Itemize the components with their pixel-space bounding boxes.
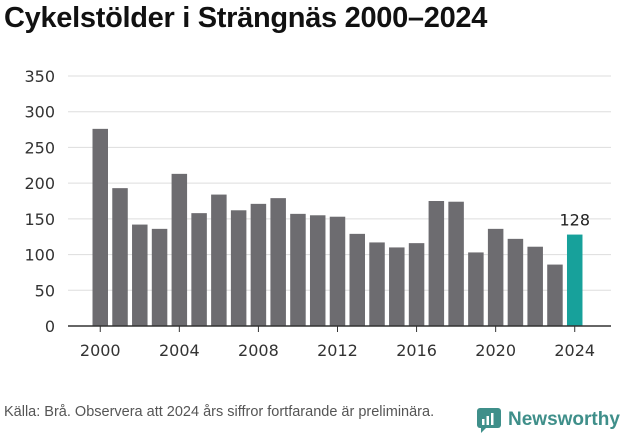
source-note: Källa: Brå. Observera att 2024 års siffr… bbox=[4, 404, 435, 420]
bar-2016 bbox=[408, 243, 425, 326]
y-tick-label: 150 bbox=[24, 210, 55, 229]
x-tick-label: 2020 bbox=[475, 341, 516, 360]
bar-2013 bbox=[349, 233, 366, 326]
bar-2007 bbox=[230, 210, 247, 326]
bar-2015 bbox=[389, 247, 405, 326]
bar-2002 bbox=[132, 224, 148, 326]
y-tick-label: 200 bbox=[24, 174, 55, 193]
bar-2014 bbox=[369, 242, 385, 326]
bar-2005 bbox=[191, 213, 207, 326]
x-tick-label: 2012 bbox=[317, 341, 358, 360]
bar-2001 bbox=[112, 188, 128, 326]
newsworthy-logo-icon bbox=[477, 408, 501, 433]
y-tick-label: 300 bbox=[24, 103, 55, 122]
y-tick-label: 350 bbox=[24, 67, 55, 86]
y-tick-label: 0 bbox=[45, 317, 55, 336]
x-tick-label: 2004 bbox=[159, 341, 200, 360]
chart-title: Cykelstölder i Strängnäs 2000–2024 bbox=[4, 2, 488, 34]
bar-2022 bbox=[527, 246, 543, 326]
x-tick-label: 2000 bbox=[80, 341, 121, 360]
bar-2011 bbox=[309, 215, 326, 326]
bar-2009 bbox=[270, 198, 286, 326]
y-tick-label: 50 bbox=[35, 281, 55, 300]
bar-2008 bbox=[250, 203, 267, 326]
y-tick-label: 250 bbox=[24, 138, 55, 157]
brand-name: Newsworthy bbox=[508, 409, 620, 430]
bar-chart: 0 50 100 150 200 250 300 350 128 2000 2004 2008 2012… bbox=[24, 67, 611, 360]
x-tick-label: 2008 bbox=[238, 341, 279, 360]
bar-2020 bbox=[487, 228, 504, 326]
bar-2017 bbox=[428, 201, 445, 326]
bar-2019 bbox=[468, 252, 484, 326]
bar-2000 bbox=[92, 128, 108, 326]
y-tick-label: 100 bbox=[24, 246, 55, 265]
bar-2023 bbox=[547, 264, 563, 326]
bar-2006 bbox=[211, 194, 227, 326]
bar-2012 bbox=[329, 216, 346, 326]
newsworthy-brand[interactable]: Newsworthy bbox=[476, 407, 620, 433]
bar-2021 bbox=[507, 238, 524, 326]
x-tick-label: 2016 bbox=[396, 341, 437, 360]
data-label-2024: 128 bbox=[559, 211, 590, 230]
bar-2004 bbox=[171, 173, 188, 326]
x-tick-label: 2024 bbox=[554, 341, 595, 360]
bar-2024 bbox=[566, 234, 583, 326]
bar-2003 bbox=[151, 228, 168, 326]
bar-2018 bbox=[448, 201, 464, 326]
bar-2010 bbox=[290, 213, 306, 326]
